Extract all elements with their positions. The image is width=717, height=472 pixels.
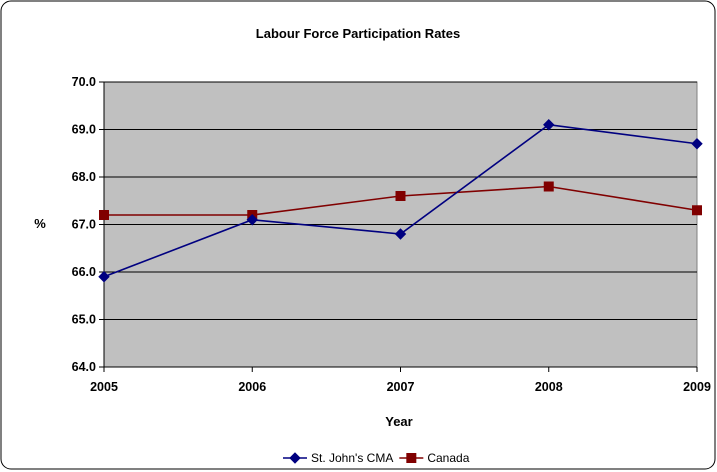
data-point xyxy=(99,210,109,220)
data-point xyxy=(691,138,703,150)
data-point xyxy=(98,271,110,283)
legend-item: St. John's CMA xyxy=(283,451,393,465)
y-tick-label: 68.0 xyxy=(72,170,96,184)
chart-title: Labour Force Participation Rates xyxy=(256,26,460,41)
data-point xyxy=(246,214,258,226)
x-axis-label: Year xyxy=(385,414,412,429)
x-tick-label: 2008 xyxy=(535,380,563,394)
series-layer xyxy=(98,119,703,283)
legend-item: Canada xyxy=(399,451,470,465)
x-tick-label: 2006 xyxy=(238,380,266,394)
y-tick-label: 70.0 xyxy=(72,75,96,89)
y-tick-label: 66.0 xyxy=(72,265,96,279)
legend-label: St. John's CMA xyxy=(311,451,393,465)
data-point xyxy=(289,452,301,464)
legend: St. John's CMA Canada xyxy=(283,451,470,465)
data-point xyxy=(692,205,702,216)
x-tick-label: 2007 xyxy=(387,380,415,394)
data-point xyxy=(394,228,407,240)
y-axis-label: % xyxy=(34,216,46,231)
x-axis-ticks: 2005 2006 2007 2008 2009 xyxy=(90,366,711,394)
legend-label: Canada xyxy=(427,451,469,465)
series-st-john-s-cma xyxy=(98,119,703,283)
y-axis-ticks: 64.0 65.0 66.0 67.0 68.0 69.0 70.0 xyxy=(72,75,105,374)
data-point xyxy=(543,119,555,131)
y-tick-label: 69.0 xyxy=(72,123,96,137)
gridlines xyxy=(104,81,697,368)
y-tick-label: 67.0 xyxy=(72,218,96,232)
data-point xyxy=(543,181,554,192)
y-tick-label: 65.0 xyxy=(72,313,96,327)
data-point xyxy=(395,191,406,201)
data-point xyxy=(406,453,417,463)
x-tick-label: 2009 xyxy=(683,380,711,394)
y-tick-label: 64.0 xyxy=(72,360,96,374)
x-tick-label: 2005 xyxy=(90,380,118,394)
